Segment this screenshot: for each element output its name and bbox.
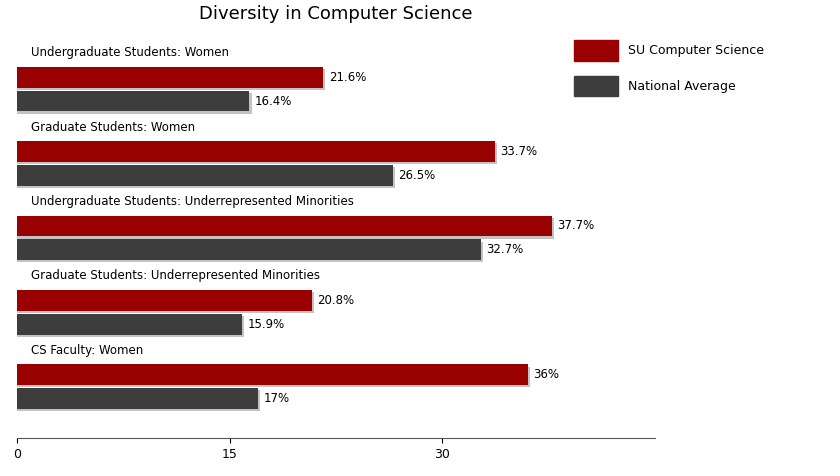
Text: 26.5%: 26.5% [398, 169, 436, 182]
Bar [17, 69, 325, 90]
Text: Undergraduate Students: Women: Undergraduate Students: Women [31, 46, 229, 60]
Bar [17, 388, 258, 409]
Title: Diversity in Computer Science: Diversity in Computer Science [199, 5, 473, 23]
Bar [17, 167, 395, 188]
Bar [17, 67, 323, 88]
Bar [17, 239, 480, 260]
Text: 20.8%: 20.8% [318, 294, 354, 307]
Bar [17, 216, 552, 237]
Text: 32.7%: 32.7% [486, 243, 523, 256]
Text: 33.7%: 33.7% [501, 145, 538, 158]
Text: 16.4%: 16.4% [255, 95, 292, 108]
Text: Graduate Students: Underrepresented Minorities: Graduate Students: Underrepresented Mino… [31, 269, 320, 282]
Text: 17%: 17% [264, 392, 290, 405]
Bar [17, 316, 244, 337]
Bar [17, 93, 252, 114]
Bar [17, 390, 260, 411]
Bar [17, 292, 314, 313]
Text: 36%: 36% [533, 368, 559, 381]
Bar [17, 143, 497, 164]
Text: 21.6%: 21.6% [329, 71, 366, 84]
Bar [17, 241, 483, 262]
Text: Graduate Students: Women: Graduate Students: Women [31, 121, 195, 134]
Bar [17, 90, 249, 111]
Text: 15.9%: 15.9% [248, 317, 286, 331]
Bar [17, 218, 554, 238]
Bar [17, 165, 393, 186]
Bar [17, 141, 495, 162]
Bar [17, 364, 528, 385]
Text: CS Faculty: Women: CS Faculty: Women [31, 344, 144, 357]
Bar [17, 314, 243, 335]
Text: 37.7%: 37.7% [557, 219, 595, 232]
Bar [17, 290, 312, 311]
Bar [17, 367, 530, 387]
Text: Undergraduate Students: Underrepresented Minorities: Undergraduate Students: Underrepresented… [31, 195, 354, 208]
Legend: SU Computer Science, National Average: SU Computer Science, National Average [574, 40, 764, 97]
